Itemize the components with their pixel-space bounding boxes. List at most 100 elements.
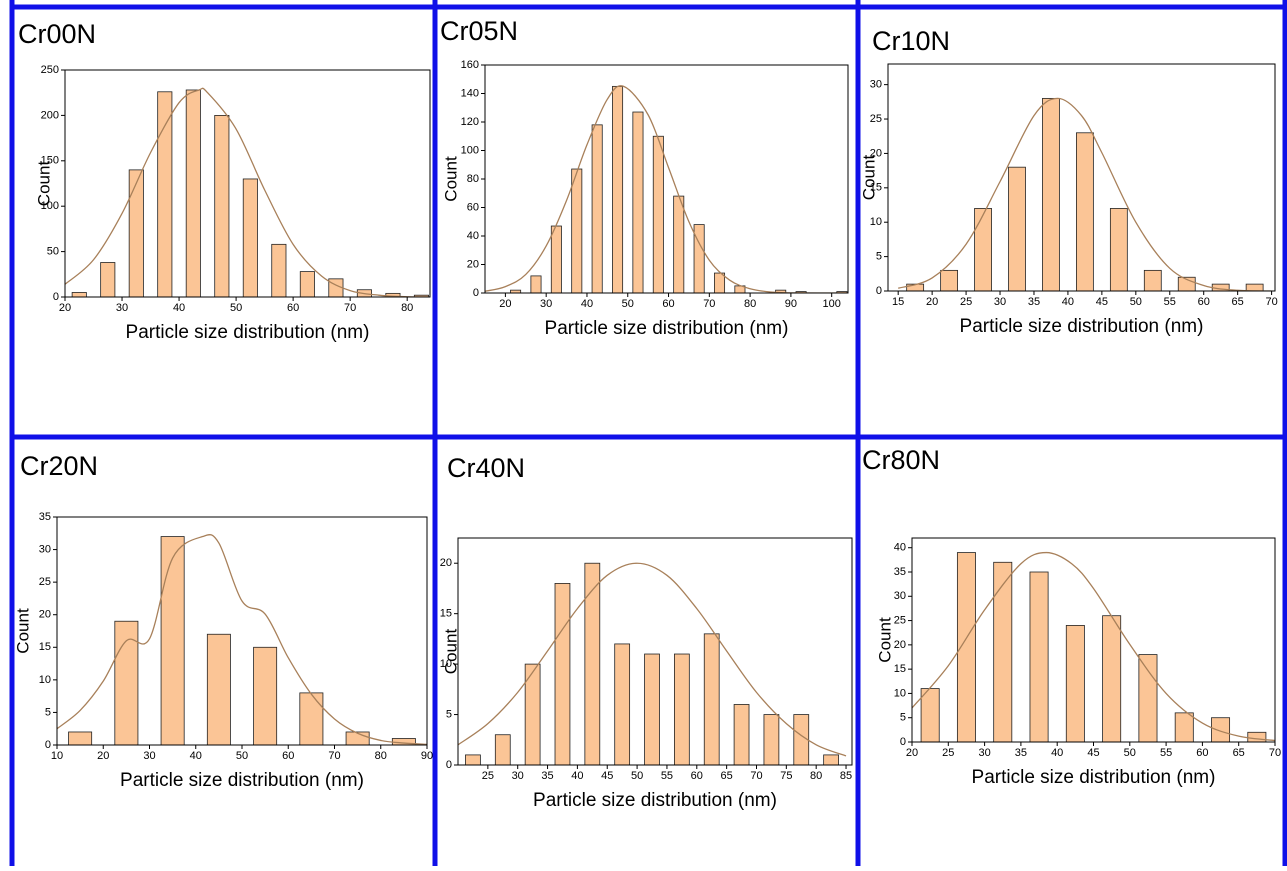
bar (550, 225, 562, 294)
y-tick-label: 150 (41, 155, 59, 167)
y-tick-label: 140 (461, 87, 479, 99)
y-tick-label: 35 (894, 566, 906, 578)
x-tick-label: 60 (1196, 747, 1208, 759)
panel: Cr05N 20 30 40 50 60 70 80 90 100 0 20 40 60 80 100 120 1… (440, 16, 849, 339)
panel-borders (9, 0, 1287, 866)
x-tick-label: 30 (978, 747, 990, 759)
bar (299, 271, 315, 298)
x-tick-label: 20 (97, 750, 109, 762)
bar (1211, 717, 1231, 743)
x-axis-label: Particle size distribution (nm) (960, 316, 1204, 337)
panel: Cr20N 10 20 30 40 50 60 70 80 90 0 5 10 15 20 25 30 35 Par… (13, 451, 433, 791)
y-tick-label: 25 (39, 576, 51, 588)
x-tick-label: 75 (780, 770, 792, 782)
x-tick-label: 50 (236, 750, 248, 762)
y-tick-label: 0 (900, 736, 906, 748)
x-tick-label: 80 (375, 750, 387, 762)
panel-title: Cr05N (440, 16, 518, 46)
y-tick-label: 25 (870, 113, 882, 125)
x-tick-label: 30 (143, 750, 155, 762)
bar (242, 178, 258, 298)
y-tick-label: 160 (461, 59, 479, 71)
bar (673, 195, 685, 294)
y-tick-label: 30 (894, 590, 906, 602)
x-tick-label: 60 (282, 750, 294, 762)
x-axis-label: Particle size distribution (nm) (972, 767, 1216, 788)
x-tick-label: 65 (721, 770, 733, 782)
x-tick-label: 50 (1124, 747, 1136, 759)
x-tick-label: 40 (1051, 747, 1063, 759)
fit-curve (65, 87, 430, 297)
y-tick-label: 15 (440, 608, 452, 620)
x-tick-label: 60 (287, 302, 299, 314)
x-tick-label: 50 (230, 302, 242, 314)
x-tick-label: 40 (1062, 296, 1074, 308)
bar (652, 135, 664, 294)
bar (1008, 166, 1026, 292)
y-tick-label: 5 (900, 712, 906, 724)
x-tick-label: 45 (1087, 747, 1099, 759)
x-tick-label: 50 (622, 298, 634, 310)
panel-title: Cr10N (872, 26, 950, 56)
x-tick-label: 50 (631, 770, 643, 782)
plot-frame (457, 537, 853, 766)
bar (1245, 283, 1264, 292)
x-tick-label: 55 (661, 770, 673, 782)
x-tick-label: 70 (328, 750, 340, 762)
x-tick-label: 70 (1269, 747, 1281, 759)
y-tick-label: 40 (894, 542, 906, 554)
plot-frame (64, 69, 431, 298)
y-axis-label: Count (441, 156, 460, 202)
x-tick-label: 40 (581, 298, 593, 310)
x-tick-label: 40 (571, 770, 583, 782)
y-tick-label: 10 (870, 216, 882, 228)
y-tick-label: 10 (440, 658, 452, 670)
x-tick-label: 80 (810, 770, 822, 782)
x-tick-label: 60 (691, 770, 703, 782)
bar (1102, 615, 1122, 743)
fit-curve (57, 534, 427, 745)
bar (920, 688, 940, 743)
y-tick-label: 60 (467, 201, 479, 213)
y-tick-label: 15 (870, 182, 882, 194)
bar (823, 754, 839, 766)
x-tick-label: 45 (601, 770, 613, 782)
y-axis-label: Count (859, 155, 878, 201)
bar (644, 653, 660, 766)
y-tick-label: 20 (894, 639, 906, 651)
bar (940, 269, 958, 292)
bar (71, 292, 87, 298)
bar (1174, 712, 1194, 743)
y-axis-label: Count (34, 161, 53, 207)
panel: Cr80N 20 25 30 35 40 45 50 55 60 65 70 0 5 10 15 20 25 30 3… (862, 445, 1281, 788)
y-tick-label: 5 (45, 706, 51, 718)
x-axis-label: Particle size distribution (nm) (126, 322, 370, 343)
panel: Cr40N 25 30 35 40 45 50 55 60 65 70 75 80 85 0 5 10 15 20 P… (440, 453, 853, 811)
y-axis-label: Count (441, 629, 460, 675)
x-tick-label: 20 (59, 302, 71, 314)
panel-title: Cr80N (862, 445, 940, 475)
bar (100, 262, 116, 298)
plot-frame (887, 63, 1276, 292)
bar (1109, 208, 1128, 292)
x-tick-label: 55 (1160, 747, 1172, 759)
x-tick-label: 25 (960, 296, 972, 308)
x-tick-label: 70 (703, 298, 715, 310)
y-axis-label: Count (875, 617, 894, 663)
y-tick-label: 5 (876, 251, 882, 263)
x-axis-label: Particle size distribution (nm) (545, 318, 789, 339)
y-tick-label: 20 (440, 557, 452, 569)
bar (494, 734, 511, 766)
x-axis-label: Particle size distribution (nm) (533, 790, 777, 811)
bar (1138, 654, 1158, 743)
y-tick-label: 30 (870, 79, 882, 91)
x-tick-label: 30 (994, 296, 1006, 308)
bar (674, 653, 690, 766)
bar (1029, 571, 1049, 743)
y-tick-label: 20 (870, 147, 882, 159)
y-tick-label: 10 (894, 687, 906, 699)
y-tick-label: 40 (467, 230, 479, 242)
y-tick-label: 50 (47, 246, 59, 258)
y-tick-label: 20 (467, 258, 479, 270)
